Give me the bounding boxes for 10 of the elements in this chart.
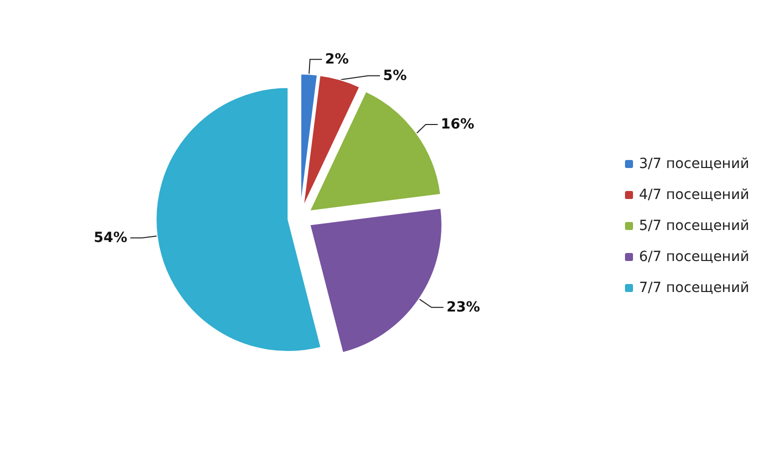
data-label: 23%: [446, 299, 480, 316]
legend-label: 3/7 посещений: [639, 156, 750, 172]
legend-label: 6/7 посещений: [639, 249, 750, 265]
legend-label: 4/7 посещений: [639, 187, 750, 203]
data-label: 5%: [382, 68, 407, 84]
data-label: 54%: [94, 230, 128, 246]
data-label: 16%: [440, 116, 474, 133]
legend-label: 5/7 посещений: [639, 218, 750, 234]
legend-label: 7/7 посещений: [639, 280, 750, 296]
data-label: 2%: [324, 51, 349, 68]
